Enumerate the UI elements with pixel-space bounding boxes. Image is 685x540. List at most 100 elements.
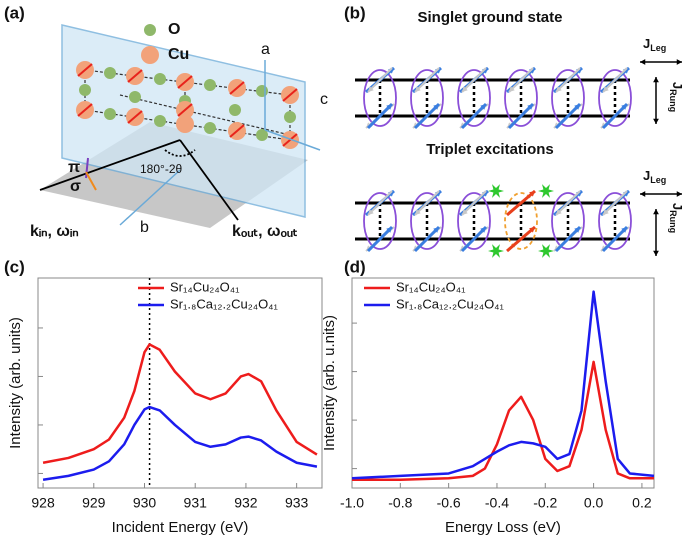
j-subscript: Leg (650, 43, 666, 53)
spin-arrow (506, 189, 536, 217)
excitation-star (488, 184, 504, 198)
spin-arrow (507, 102, 535, 130)
spin-arrow (554, 225, 582, 253)
j-symbol: J (643, 168, 650, 183)
series-line (352, 360, 654, 482)
spin-arrow (461, 190, 487, 216)
j-rung-label: JRung (668, 82, 685, 112)
arrow-head (653, 250, 659, 256)
spin-arrow (367, 67, 393, 93)
arrow-head (653, 209, 659, 215)
spin-arrow (414, 67, 440, 93)
singlet-ellipse (363, 192, 397, 250)
arrow-head (509, 86, 515, 92)
singlet-ellipse (410, 192, 444, 250)
y-axis-title: Intensity (arb. u.nits) (321, 315, 338, 451)
arrow-head (676, 59, 682, 65)
j-subscript: Rung (668, 89, 678, 112)
j-leg-label: JLeg (643, 168, 666, 185)
arrow-head (462, 209, 468, 215)
axis-b-label: b (140, 219, 149, 236)
series-line (42, 405, 318, 481)
spin-arrow (602, 190, 628, 216)
x-tick-label: 930 (133, 495, 157, 511)
legend-cu-icon (141, 46, 159, 64)
arrow-head (480, 104, 486, 110)
x-tick-label: -0.6 (437, 495, 461, 511)
outgoing-label: kₒᵤₜ, ωₒᵤₜ (232, 223, 298, 240)
arrow-head (574, 104, 580, 110)
pi-arrow (85, 171, 97, 191)
arrow-head (621, 227, 627, 233)
singlet-ellipse (504, 69, 538, 127)
singlet-ellipse (598, 69, 632, 127)
legend-label: Sr₁.₈Ca₁₂.₂Cu₂₄O₄₁ (170, 296, 278, 311)
arrow-head (527, 104, 533, 110)
arrow-head (640, 59, 646, 65)
arrow-head (529, 227, 535, 233)
x-tick-label: 0.2 (632, 495, 652, 511)
panel-label: (d) (344, 257, 366, 276)
angle-label: 180°-2θ (140, 162, 182, 176)
panel-label: (c) (4, 257, 25, 276)
j-symbol: J (643, 36, 650, 51)
spin-arrow (555, 67, 581, 93)
triplet-title: Triplet excitations (426, 141, 554, 158)
spin-arrow (602, 67, 628, 93)
panel-label: (a) (4, 3, 25, 22)
legend-label: Sr₁₄Cu₂₄O₄₁ (396, 279, 466, 294)
arrow-head (653, 118, 659, 124)
spin-arrow (508, 67, 534, 93)
arrow-head (386, 104, 392, 110)
panel-b: Singlet ground state Triplet excitations… (355, 9, 685, 258)
legend-label: Sr₁.₈Ca₁₂.₂Cu₂₄O₄₁ (396, 296, 504, 311)
arrow-head (529, 191, 535, 197)
panel-a: O Cu a c b π σ 180°-2θ kᵢₙ, ωᵢₙ kₒᵤₜ, ωₒ… (30, 21, 328, 240)
spin-arrow (366, 225, 394, 253)
arrow-head (556, 86, 562, 92)
x-axis-title: Incident Energy (eV) (112, 519, 249, 536)
legend-cu: Cu (168, 46, 189, 63)
spin-arrow (460, 225, 488, 253)
pi-label: π (68, 159, 80, 176)
incoming-label: kᵢₙ, ωᵢₙ (30, 223, 79, 240)
j-rung-label: JRung (668, 203, 685, 233)
arrow-head (462, 86, 468, 92)
charts: 928 929 930 931 932 933 Incident Energy (eV) In… (7, 277, 655, 536)
arrow-head (603, 209, 609, 215)
singlet-ellipse (457, 69, 491, 127)
singlet-ellipse (363, 69, 397, 127)
j-symbol: J (670, 82, 685, 89)
plot-frame (37, 277, 323, 489)
j-symbol: J (670, 203, 685, 210)
series-line (42, 343, 318, 465)
arrow-head (676, 191, 682, 197)
x-tick-label: -1.0 (340, 495, 364, 511)
x-tick-label: 928 (31, 495, 55, 511)
spin-arrow (413, 225, 441, 253)
singlet-ellipse (410, 69, 444, 127)
axis-a-label: a (261, 41, 270, 58)
x-tick-label: 931 (184, 495, 208, 511)
x-tick-label: 933 (285, 495, 309, 511)
x-tick-label: 929 (82, 495, 106, 511)
x-tick-label: -0.8 (388, 495, 412, 511)
arrow-head (386, 227, 392, 233)
singlet-ellipse (457, 192, 491, 250)
spin-arrow (367, 190, 393, 216)
singlet-ellipse (551, 192, 585, 250)
arrow-head (621, 104, 627, 110)
legend-label: Sr₁₄Cu₂₄O₄₁ (170, 279, 240, 294)
x-tick-label: -0.4 (485, 495, 509, 511)
arrow-head (433, 104, 439, 110)
arrow-head (368, 86, 374, 92)
singlet-title: Singlet ground state (417, 9, 562, 26)
legend-o: O (168, 21, 180, 38)
arrow-head (603, 86, 609, 92)
spin-arrow (414, 190, 440, 216)
singlet-ellipse (504, 192, 538, 250)
excitation-star (538, 184, 554, 198)
arrow-head (640, 191, 646, 197)
spin-arrows (77, 63, 298, 147)
